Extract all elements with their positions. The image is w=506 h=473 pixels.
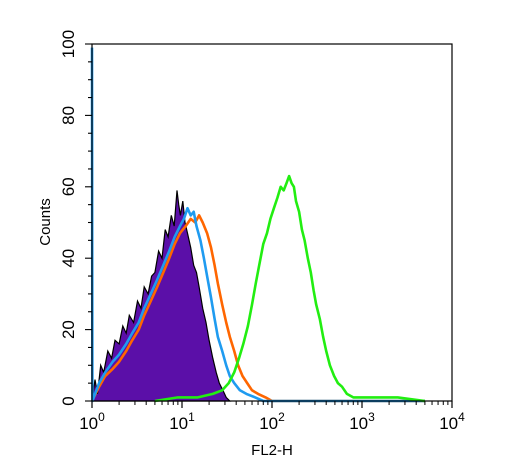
plot-series: [90, 47, 426, 403]
x-tick-label: 101: [169, 410, 195, 433]
x-tick-label: 100: [79, 410, 105, 433]
y-tick-label: 20: [59, 320, 78, 339]
line-histogram-series-2: [90, 47, 425, 403]
x-axis-title: FL2-H: [251, 442, 293, 459]
x-tick-label: 104: [439, 410, 465, 433]
x-tick-label: 103: [349, 410, 375, 433]
y-axis-title: Counts: [37, 198, 54, 246]
y-tick-label: 60: [59, 177, 78, 196]
y-tick-label: 0: [59, 396, 78, 405]
y-tick-label: 40: [59, 249, 78, 268]
y-axis: 0 20 40 60 80 100: [59, 30, 92, 406]
x-axis: 100 101 102 103 104: [79, 401, 465, 433]
x-tick-label: 102: [259, 410, 285, 433]
line-histogram-series-1: [90, 214, 425, 403]
y-tick-label: 80: [59, 106, 78, 125]
line-histogram-series-3: [154, 174, 426, 403]
y-tick-label: 100: [59, 30, 78, 58]
